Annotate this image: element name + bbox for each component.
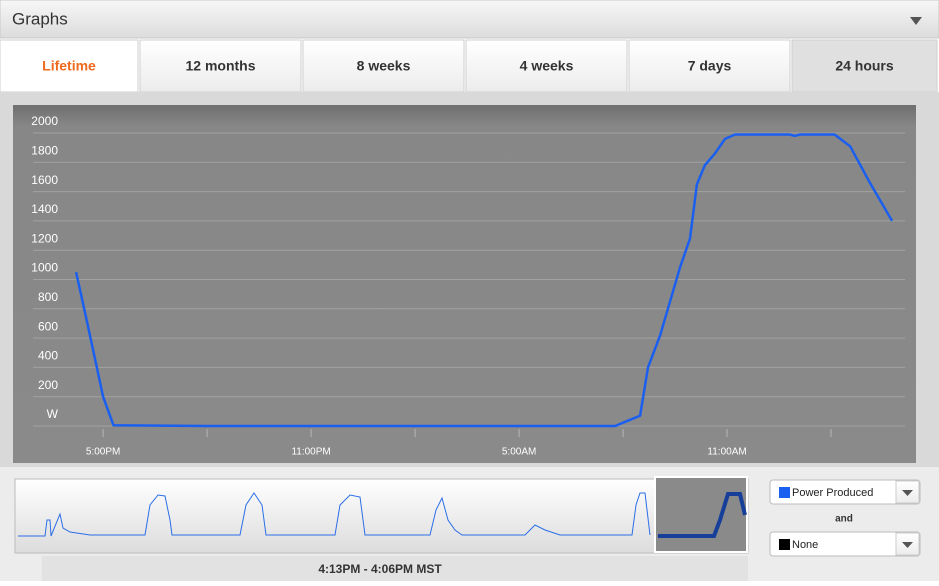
y-tick-label: 200 [38,378,58,392]
tab-label: Lifetime [42,58,96,74]
x-tick-label: 5:00PM [86,447,120,458]
compare-select-label: None [792,539,818,551]
chart: W 200 400 600 800 1000 1200 1400 1600 1800 2000 5:0… [31,114,905,458]
collapse-arrow[interactable] [910,17,922,25]
y-tick-label: W [47,407,59,421]
compare-swatch [779,539,790,550]
range-bar [42,556,748,581]
y-tick-label: 2000 [31,114,58,128]
plot-area [13,105,916,463]
data-line [74,133,894,428]
x-tick-label: 5:00AM [502,447,536,458]
y-tick-label: 1800 [31,143,58,157]
navigator[interactable] [14,478,749,554]
tab-bar: Lifetime 12 months 8 weeks 4 weeks 7 days 24 … [0,39,938,93]
header-bar [0,0,939,39]
tab[interactable] [628,39,791,93]
x-tick-label: 11:00PM [291,447,330,458]
x-tick-label: 11:00AM [707,447,746,458]
dropdown-arrow [902,542,913,548]
series-select-label: Power Produced [792,487,873,499]
tab[interactable] [139,39,302,93]
compare-select[interactable] [769,531,921,557]
y-tick-label: 600 [38,319,58,333]
y-tick-label: 1400 [31,202,58,216]
tab-label: 12 months [185,58,255,74]
series-select[interactable] [769,479,921,505]
tab[interactable] [791,39,938,93]
tab[interactable] [465,39,628,93]
y-tick-label: 1000 [31,261,58,275]
navigator-window-line [658,492,747,538]
y-tick-label: 1200 [31,231,58,245]
tab-label: 8 weeks [357,58,411,74]
tab[interactable] [0,39,139,93]
y-tick-label: 400 [38,349,58,363]
tab-label: 7 days [688,58,732,74]
y-tick-label: 1600 [31,173,58,187]
dropdown-arrow [902,490,913,496]
series-swatch [779,487,790,498]
tab-label: 4 weeks [520,58,574,74]
navigator-line [18,492,651,537]
y-tick-label: 800 [38,290,58,304]
tab-label: 24 hours [835,58,894,74]
range-label: 4:13PM - 4:06PM MST [318,562,442,576]
navigator-window[interactable] [654,476,748,553]
and-label: and [835,514,853,525]
header-title: Graphs [12,9,68,28]
